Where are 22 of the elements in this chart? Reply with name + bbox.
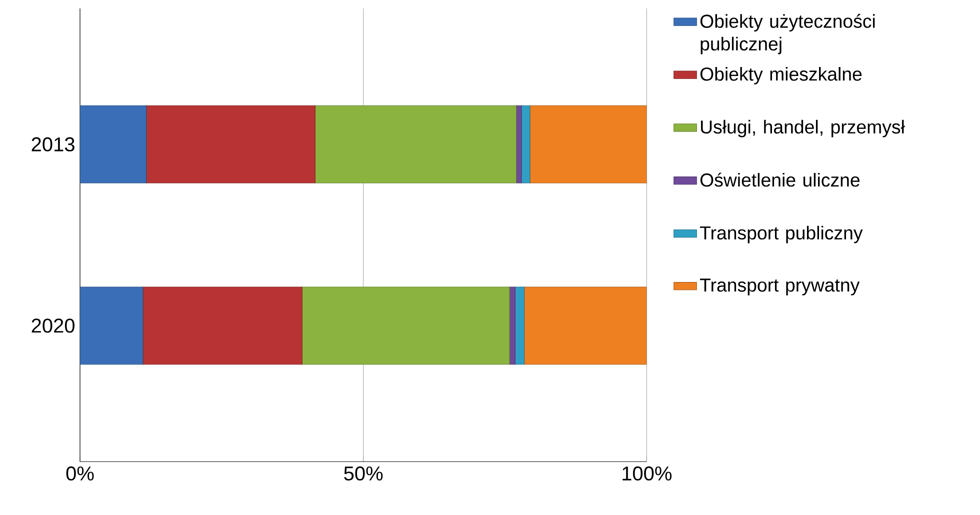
x-tick-label: 50% [344, 466, 383, 481]
bar [314, 105, 517, 184]
bar [142, 286, 302, 365]
bar [146, 105, 316, 184]
x-tick-label: 100% [622, 466, 672, 481]
bar [80, 286, 144, 365]
bar [516, 105, 522, 184]
y-tick-label: 2013 [32, 137, 74, 152]
legend-label: Transport publiczny [700, 226, 863, 244]
legend-label: Oświetlenie uliczne [700, 172, 860, 187]
legend-label: Usługi, handel, przemysł [701, 120, 905, 138]
x-tick-label: 0% [66, 466, 94, 481]
legend-label: Transport prywatny [700, 278, 860, 296]
bar [302, 286, 510, 365]
bar [530, 105, 647, 184]
legend-label: Obiekty użyteczności publicznej [700, 14, 875, 54]
bar [80, 105, 147, 184]
bar [521, 105, 530, 184]
bar [524, 286, 647, 365]
legend-label: Obiekty mieszkalne [700, 67, 862, 84]
y-tick-label: 2020 [32, 318, 74, 333]
bar [514, 286, 525, 365]
